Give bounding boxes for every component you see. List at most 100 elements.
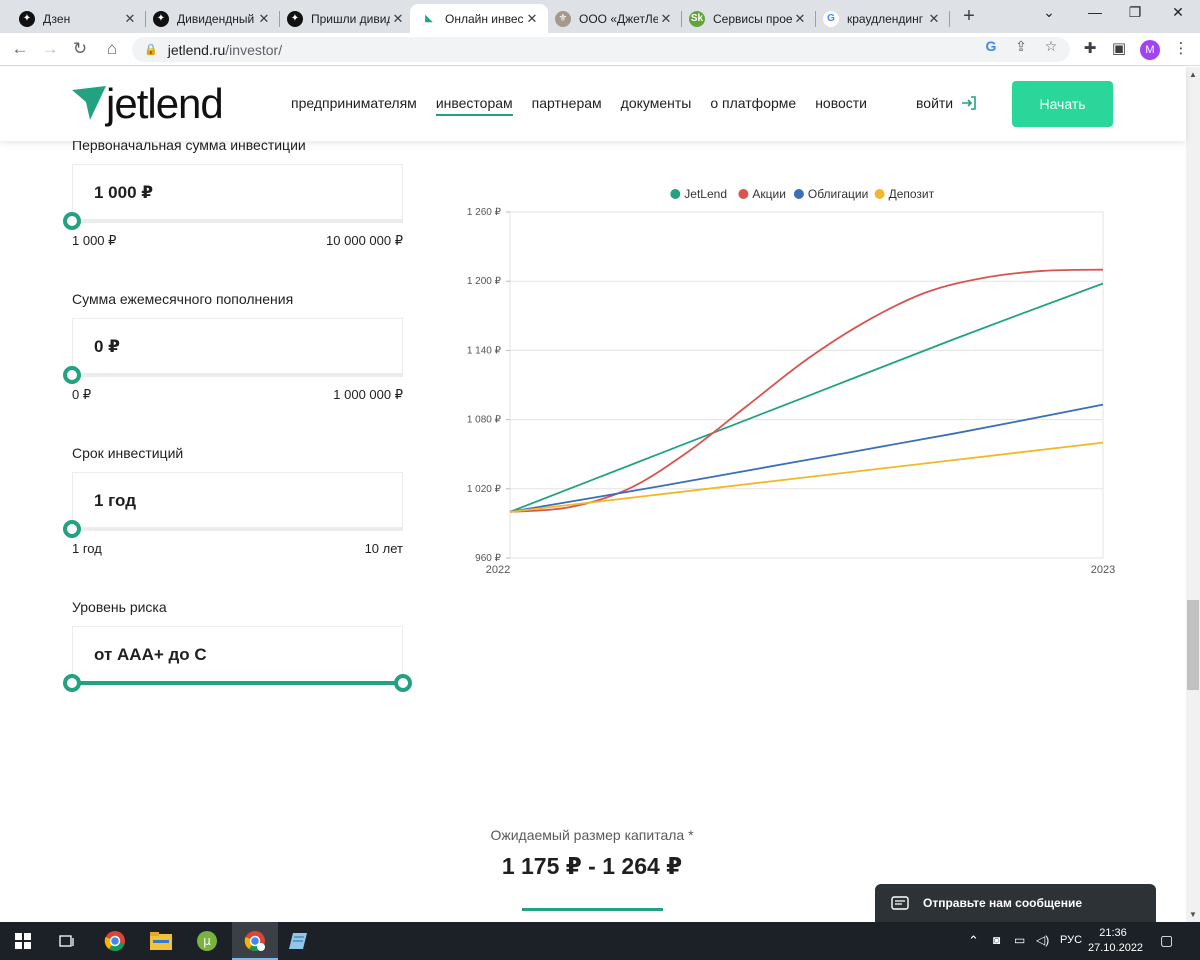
investment-term-slider[interactable]: [63, 520, 403, 538]
lock-icon: 🔒: [144, 44, 158, 56]
nav-link[interactable]: партнерам: [531, 95, 602, 111]
profile-avatar[interactable]: M: [1140, 40, 1160, 60]
slider-handle[interactable]: [63, 212, 81, 230]
slider-handle[interactable]: [63, 366, 81, 384]
bookmark-star-icon[interactable]: ☆: [1044, 38, 1058, 54]
browser-tab[interactable]: ◣ Онлайн инвес ✕: [410, 4, 548, 33]
dzen-icon: ✦: [153, 10, 169, 27]
legend-label: JetLend: [684, 187, 727, 201]
url-path: /investor/: [225, 41, 283, 58]
close-tab-icon[interactable]: ✕: [392, 10, 404, 26]
browser-tab[interactable]: ✦ Дивидендный ✕: [142, 4, 280, 33]
restore-icon[interactable]: ❐: [1128, 4, 1142, 20]
meet-now-icon[interactable]: ◙: [993, 933, 1001, 947]
y-tick-label: 960 ₽: [475, 553, 501, 564]
investment-term-label: Срок инвестиций: [72, 445, 184, 461]
new-tab-icon[interactable]: +: [963, 5, 975, 27]
legend-label: Облигации: [808, 187, 868, 201]
side-panel-icon[interactable]: ▣: [1111, 40, 1127, 57]
tab-title: Дзен: [43, 11, 71, 26]
volume-icon[interactable]: ◁): [1036, 933, 1050, 947]
scroll-down-icon[interactable]: ▼: [1189, 910, 1197, 919]
close-tab-icon[interactable]: ✕: [124, 10, 136, 26]
scroll-up-icon[interactable]: ▲: [1189, 70, 1197, 79]
result-underline: [522, 908, 663, 911]
minimize-icon[interactable]: —: [1088, 4, 1102, 20]
system-clock[interactable]: 21:36 27.10.2022: [1088, 926, 1143, 956]
browser-tab[interactable]: ✦ Пришли дивид ✕: [276, 4, 414, 33]
nav-link[interactable]: новости: [815, 95, 868, 111]
login-label: войти: [916, 95, 954, 111]
sk-icon: Sk: [689, 10, 705, 27]
slider-min-handle[interactable]: [63, 674, 81, 692]
investment-term-input[interactable]: 1 год: [72, 472, 403, 530]
close-tab-icon[interactable]: ✕: [258, 10, 270, 26]
chrome-profile-taskbar-icon[interactable]: [242, 928, 268, 954]
reload-icon[interactable]: ↻: [72, 39, 88, 58]
browser-tab[interactable]: ⚜ ООО «ДжетЛе ✕: [544, 4, 682, 33]
slider-max-label: 10 лет: [364, 541, 403, 556]
page-scrollbar[interactable]: [1186, 67, 1200, 922]
message-icon: [891, 896, 909, 910]
login-link[interactable]: войти: [916, 95, 977, 111]
browser-tab[interactable]: ✦ Дзен ✕: [8, 4, 146, 33]
y-tick-label: 1 260 ₽: [467, 207, 502, 218]
google-translate-icon[interactable]: G: [985, 38, 997, 54]
slider-max-handle[interactable]: [394, 674, 412, 692]
tab-search-icon[interactable]: ⌄: [1043, 4, 1055, 20]
chat-widget[interactable]: Отправьте нам сообщение: [875, 884, 1156, 922]
close-tab-icon[interactable]: ✕: [526, 10, 538, 26]
x-tick-label: 2023: [1091, 564, 1115, 576]
legend-marker: [670, 189, 681, 199]
nav-link[interactable]: предпринимателям: [291, 95, 417, 111]
y-tick-label: 1 200 ₽: [467, 276, 502, 287]
back-icon[interactable]: ←: [11, 39, 29, 58]
slider-track: [70, 373, 403, 377]
close-tab-icon[interactable]: ✕: [660, 10, 672, 26]
initial-amount-input[interactable]: 1 000 ₽: [72, 164, 403, 222]
y-tick-label: 1 140 ₽: [467, 345, 502, 356]
clock-time: 21:36: [1099, 927, 1127, 939]
tray-expand-icon[interactable]: ⌃: [968, 933, 979, 948]
tab-separator: [815, 11, 816, 27]
network-icon[interactable]: ▭: [1014, 933, 1026, 947]
file-explorer-icon[interactable]: [148, 928, 174, 954]
close-tab-icon[interactable]: ✕: [794, 10, 806, 26]
extensions-icon[interactable]: ✚: [1083, 40, 1097, 57]
scrollbar-thumb[interactable]: [1187, 600, 1199, 690]
legend-label: Акции: [752, 187, 786, 201]
monthly-topup-slider[interactable]: [63, 366, 403, 384]
browser-tab[interactable]: Sk Сервисы прое ✕: [678, 4, 816, 33]
chrome-menu-icon[interactable]: ⋮: [1173, 40, 1189, 57]
slider-track: [70, 527, 403, 531]
close-tab-icon[interactable]: ✕: [928, 10, 940, 26]
home-icon[interactable]: ⌂: [106, 39, 118, 58]
notifications-icon[interactable]: ▢: [1160, 932, 1174, 948]
slider-range-labels: 1 000 ₽ 10 000 000 ₽: [72, 233, 403, 249]
windows-start-icon[interactable]: [10, 928, 36, 954]
forward-icon[interactable]: →: [41, 39, 59, 58]
initial-amount-slider[interactable]: [63, 212, 403, 230]
nav-link[interactable]: о платформе: [710, 95, 797, 111]
y-tick-label: 1 080 ₽: [467, 415, 502, 426]
nav-link[interactable]: инвесторам: [435, 95, 513, 116]
notepad-icon[interactable]: [286, 928, 312, 954]
jetlend-logo[interactable]: jetlend: [72, 80, 224, 127]
language-indicator[interactable]: РУС: [1060, 934, 1083, 946]
x-tick-label: 2022: [486, 564, 510, 576]
start-button[interactable]: Начать: [1012, 81, 1113, 127]
risk-level-input[interactable]: от AAA+ до C: [72, 626, 403, 684]
slider-handle[interactable]: [63, 520, 81, 538]
nav-link[interactable]: документы: [620, 95, 692, 111]
chrome-taskbar-icon[interactable]: [102, 928, 128, 954]
risk-level-slider[interactable]: [63, 674, 412, 692]
task-view-icon[interactable]: [54, 928, 80, 954]
close-window-icon[interactable]: ✕: [1172, 4, 1184, 20]
address-bar[interactable]: 🔒 jetlend.ru /investor/: [132, 37, 1070, 62]
utorrent-icon[interactable]: µ: [194, 928, 220, 954]
tab-title: Пришли дивид: [311, 11, 390, 26]
share-icon[interactable]: ⇪: [1015, 38, 1027, 54]
browser-toolbar: ← → ↻ ⌂ 🔒 jetlend.ru /investor/ G ⇪ ☆: [0, 33, 1200, 66]
jetlend-logo-icon: [72, 86, 106, 120]
